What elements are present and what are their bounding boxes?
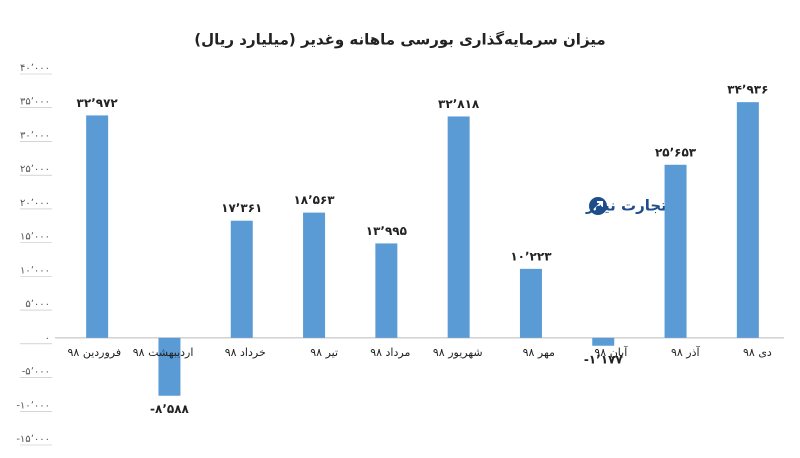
value-label: ۱۰٬۲۲۳ [510,249,552,263]
x-tick-label: اردیبهشت ۹۸ [133,346,194,359]
x-tick-label: تیر ۹۸ [310,346,338,359]
value-label: ۱۳٬۹۹۵ [366,224,407,238]
x-tick-label: مهر ۹۸ [523,346,555,359]
y-tick-label: ۱۰٬۰۰۰ [20,265,50,276]
y-tick-label: -۱۰٬۰۰۰ [16,400,50,411]
value-label: ۲۵٬۶۵۳ [655,145,697,159]
x-tick-label: خرداد ۹۸ [225,346,266,359]
bar [664,164,687,338]
logo: تجارت نیوز [585,197,667,215]
x-tick-label: دی ۹۸ [743,346,772,359]
value-label: -۸٬۵۸۸ [150,402,190,416]
bar [447,116,470,338]
x-tick-label: مرداد ۹۸ [370,346,410,359]
bar [736,102,759,338]
x-tick-label: آذر ۹۸ [671,345,701,359]
bar [592,337,615,346]
bar [303,212,326,338]
y-tick-label: ۵٬۰۰۰ [25,299,50,310]
logo-text: تجارت نیوز [585,197,667,215]
y-tick-label: ۱۵٬۰۰۰ [20,232,50,243]
y-tick-label: -۱۵٬۰۰۰ [16,434,50,445]
x-tick-label: فروردین ۹۸ [68,346,122,359]
value-label: ۳۲٬۹۷۲ [77,96,119,110]
bar [86,115,109,338]
y-tick-label: ۴۰٬۰۰۰ [20,63,50,74]
bar [158,337,181,396]
bar [375,243,398,338]
y-tick-label: ۳۰٬۰۰۰ [20,130,50,141]
chart-title: میزان سرمایه‌گذاری بورسی ماهانه وغدیر (م… [194,31,605,49]
x-tick-label: آبان ۹۸ [594,345,628,359]
value-label: ۳۲٬۸۱۸ [438,97,480,111]
y-tick-label: ۲۵٬۰۰۰ [20,164,50,175]
value-label: ۱۸٬۵۶۳ [293,193,335,207]
logo-arrow [593,201,603,211]
y-tick-label: ۲۰٬۰۰۰ [20,198,50,209]
y-tick-label: ۳۵٬۰۰۰ [20,97,50,108]
x-tick-label: شهریور ۹۸ [433,346,483,359]
value-label: -۱٬۱۷۷ [584,352,624,366]
y-tick-label: ۰ [45,333,50,344]
bar [519,268,542,338]
y-tick-label: -۵٬۰۰۰ [22,367,50,378]
bar [230,220,253,338]
value-label: ۱۷٬۳۶۱ [221,201,262,215]
value-label: ۳۴٬۹۳۶ [727,83,768,97]
